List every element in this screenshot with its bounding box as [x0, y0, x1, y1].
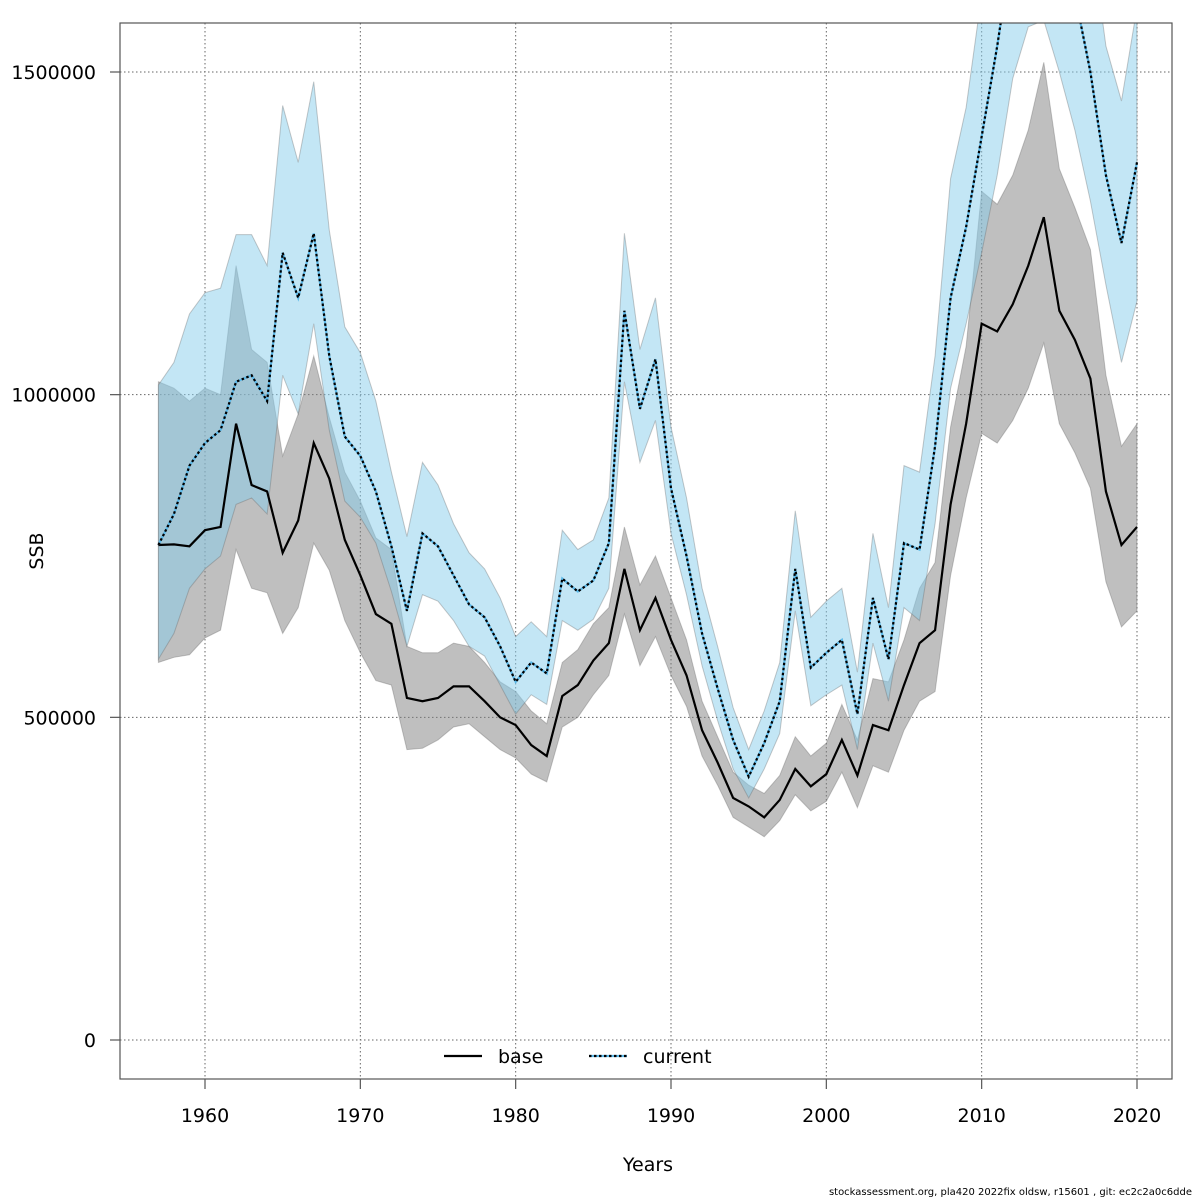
x-tick-label: 1980	[491, 1105, 539, 1127]
y-axis: 0 500000 1000000 1500000	[11, 62, 120, 1052]
x-tick-label: 2010	[957, 1105, 1005, 1127]
x-tick-label: 2000	[802, 1105, 850, 1127]
y-tick-label: 0	[84, 1030, 96, 1052]
y-axis-label: SSB	[26, 532, 48, 569]
x-tick-label: 1990	[647, 1105, 695, 1127]
ci-band-base	[157, 62, 1138, 838]
confidence-bands	[157, 23, 1138, 838]
x-axis-label: Years	[622, 1154, 673, 1176]
x-tick-label: 1970	[336, 1105, 384, 1127]
y-tick-label: 1000000	[11, 385, 96, 407]
legend: base current	[444, 1046, 712, 1068]
y-tick-label: 1500000	[11, 62, 96, 84]
series-line-base	[158, 216, 1138, 819]
plot-frame	[119, 22, 1173, 1080]
series-lines	[157, 23, 1139, 819]
x-tick-label: 1960	[181, 1105, 229, 1127]
y-tick-label: 500000	[23, 707, 96, 729]
footer-note: stockassessment.org, pla420 2022fix olds…	[828, 1187, 1192, 1198]
legend-label-current: current	[643, 1046, 712, 1068]
ci-band-current	[157, 23, 1138, 800]
x-axis: 1960 1970 1980 1990 2000 2010 2020	[181, 1079, 1161, 1127]
series-line-current	[157, 23, 1139, 780]
x-tick-label: 2020	[1113, 1105, 1161, 1127]
legend-label-base: base	[498, 1046, 543, 1068]
